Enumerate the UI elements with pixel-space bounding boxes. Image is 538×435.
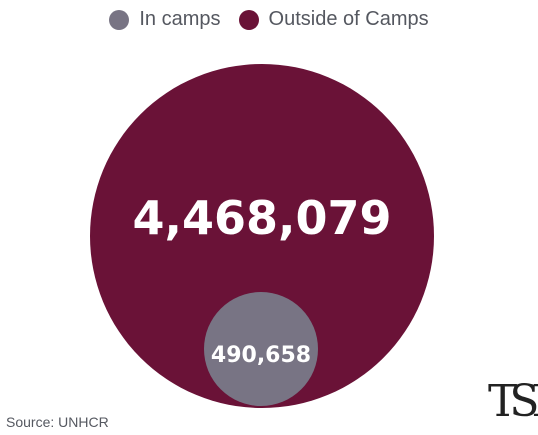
legend-label-outside-camps: Outside of Camps — [268, 8, 429, 30]
publisher-logo: TSD — [488, 376, 538, 427]
legend-swatch-outside-camps — [238, 9, 259, 30]
data-label-outside-camps: 4,468,079 — [133, 191, 392, 245]
legend-item-in-camps: In camps — [109, 8, 221, 31]
data-label-in-camps: 490,658 — [211, 343, 311, 368]
legend-item-outside-camps: Outside of Camps — [238, 8, 429, 31]
legend-swatch-in-camps — [109, 9, 130, 30]
chart-legend: In camps Outside of Camps — [0, 8, 538, 31]
legend-label-in-camps: In camps — [139, 8, 221, 30]
source-note: Source: UNHCR — [6, 414, 109, 430]
bubble-outside-camps — [90, 64, 434, 408]
bubble-in-camps — [204, 292, 318, 406]
